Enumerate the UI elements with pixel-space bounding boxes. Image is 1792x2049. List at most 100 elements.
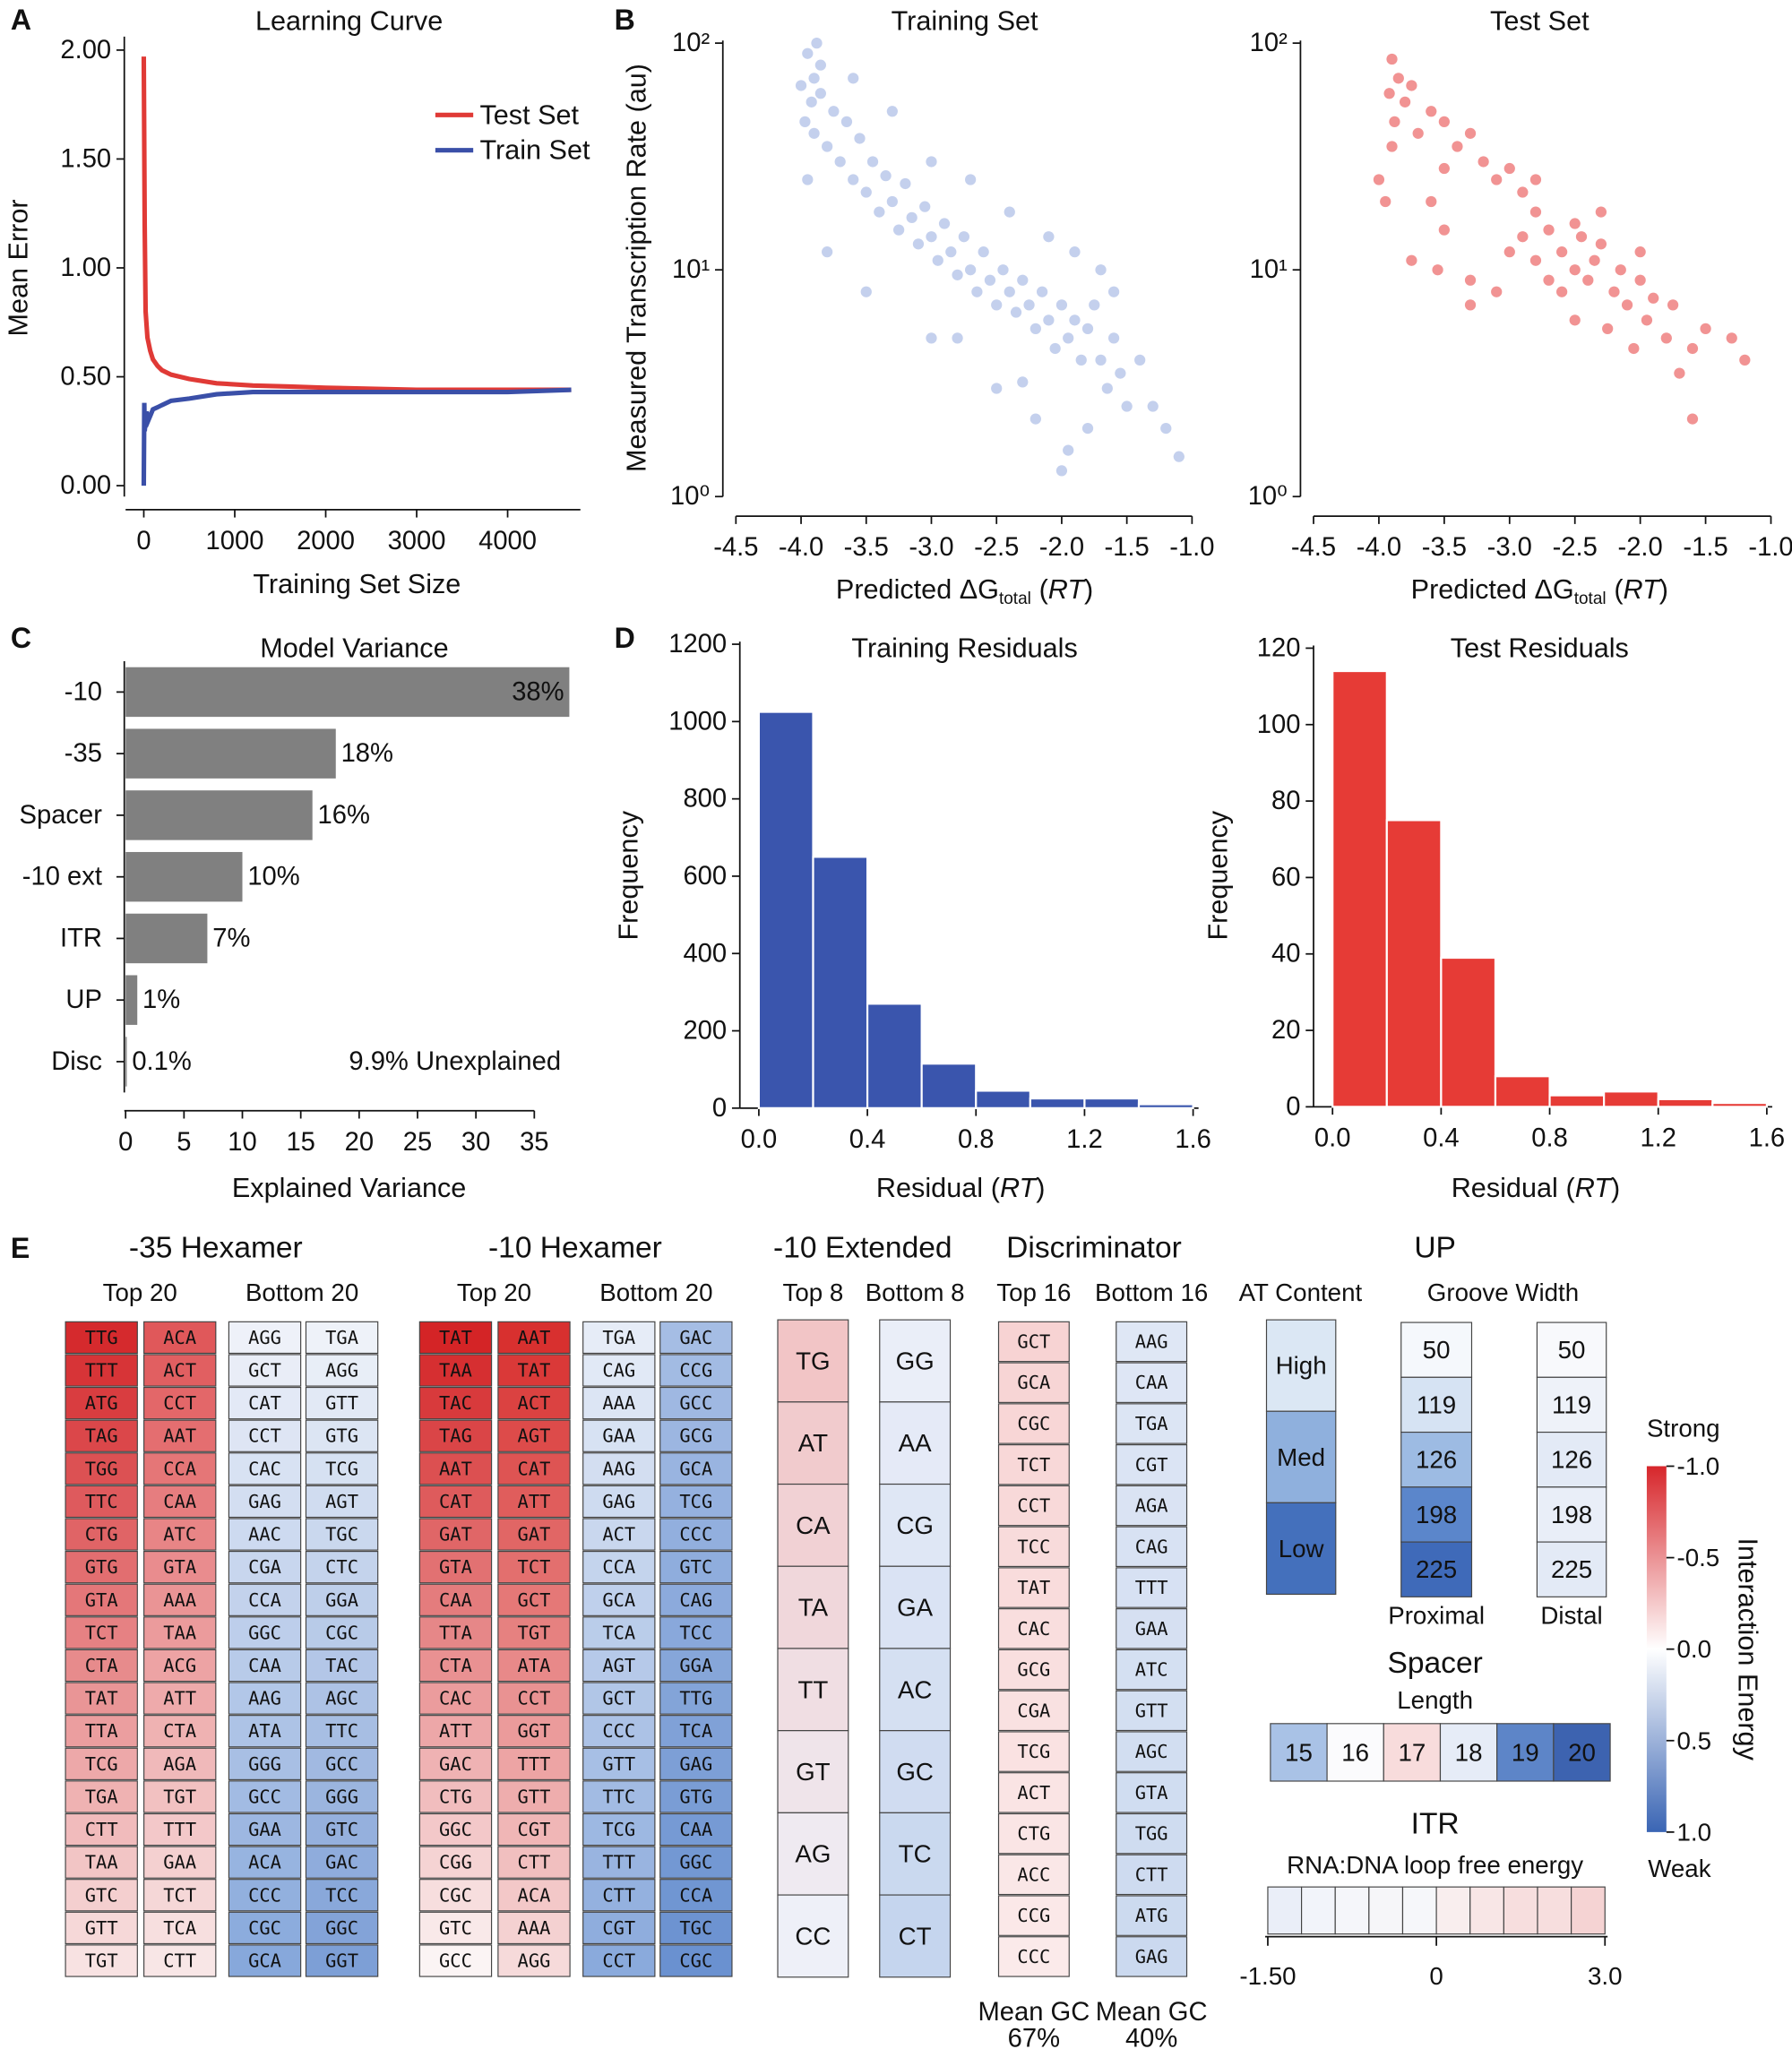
bar bbox=[125, 1037, 127, 1087]
cell-label: TGC bbox=[325, 1524, 358, 1545]
scatter-point bbox=[1406, 80, 1417, 91]
heatmap-cell bbox=[1368, 1886, 1404, 1935]
heatmap-cell bbox=[1116, 1403, 1188, 1444]
heatmap-cell bbox=[659, 1321, 733, 1355]
scatter-point bbox=[806, 96, 817, 108]
scatter-point bbox=[886, 106, 898, 117]
heatmap-cell bbox=[879, 1730, 952, 1813]
heatmap-cell bbox=[1116, 1812, 1188, 1855]
y-axis-label: Measured Transcription Rate (au) bbox=[621, 64, 651, 472]
cell-label: TGT bbox=[85, 1950, 118, 1971]
scatter-point bbox=[1081, 422, 1094, 435]
x-axis-label: Residual (RT) bbox=[1452, 1173, 1621, 1203]
cell-label: AG bbox=[795, 1840, 831, 1868]
y-tick-label: Disc bbox=[51, 1047, 102, 1076]
scatter-point bbox=[1043, 314, 1055, 326]
cell-label: CCC bbox=[679, 1524, 712, 1545]
cell-label: GCT bbox=[518, 1589, 551, 1611]
x-tick-label: -3.0 bbox=[1487, 533, 1532, 562]
heatmap-cell bbox=[418, 1715, 493, 1748]
scatter-point bbox=[1380, 195, 1391, 208]
cell-label: AAA bbox=[602, 1392, 635, 1414]
colorbar-top-label: Strong bbox=[1647, 1415, 1720, 1442]
cell-label: GTA bbox=[163, 1556, 196, 1578]
cell-label: CTC bbox=[325, 1556, 358, 1578]
cell-label: AGC bbox=[325, 1688, 358, 1709]
y-tick-label: 1.00 bbox=[60, 254, 111, 282]
scatter-point bbox=[1399, 96, 1411, 108]
cell-label: CTA bbox=[439, 1655, 472, 1676]
cell-label: TCC bbox=[679, 1622, 712, 1643]
heatmap-cell bbox=[228, 1715, 302, 1748]
cell-label: AAG bbox=[602, 1458, 635, 1479]
cell-label: GCA bbox=[248, 1950, 281, 1971]
cell-label: TGT bbox=[163, 1786, 196, 1807]
x-axis-label: Explained Variance bbox=[232, 1173, 466, 1203]
cell-label: CCT bbox=[248, 1425, 281, 1447]
heatmap-cell bbox=[497, 1649, 571, 1683]
heatmap-cell bbox=[228, 1911, 302, 1945]
scatter-point bbox=[1063, 444, 1074, 456]
scatter-point bbox=[1634, 246, 1646, 258]
scatter-point bbox=[1595, 206, 1607, 218]
heatmap-cell bbox=[497, 1485, 571, 1519]
cell-label: TTT bbox=[85, 1360, 118, 1382]
cell-label: CCT bbox=[1017, 1495, 1050, 1517]
cell-label: GCT bbox=[602, 1688, 635, 1709]
scatter-point bbox=[1134, 354, 1146, 366]
heatmap-cell bbox=[1267, 1886, 1303, 1935]
heatmap-cell bbox=[305, 1452, 379, 1485]
panel-label: D bbox=[615, 622, 635, 654]
scatter-point bbox=[822, 141, 833, 152]
cell-label: CGC bbox=[679, 1950, 712, 1971]
heatmap-cell bbox=[497, 1682, 571, 1715]
x-tick-label: -4.0 bbox=[1357, 533, 1401, 562]
colorbar-tick-label: -1.0 bbox=[1676, 1452, 1719, 1480]
cell-label: GTT bbox=[1135, 1700, 1168, 1721]
heatmap-cell bbox=[1400, 1431, 1473, 1488]
cell-label: CCT bbox=[163, 1392, 196, 1414]
scatter-point bbox=[1739, 354, 1751, 366]
line-series bbox=[141, 387, 572, 486]
scatter-point bbox=[1017, 376, 1029, 388]
scatter-point bbox=[1641, 314, 1653, 326]
cell-label: CTT bbox=[518, 1852, 551, 1873]
cell-label: CGT bbox=[518, 1819, 551, 1840]
cell-label: CCC bbox=[602, 1720, 635, 1742]
scatter-point bbox=[1543, 224, 1555, 236]
heatmap-cell bbox=[305, 1879, 379, 1912]
cell-label: GTC bbox=[85, 1884, 118, 1906]
cell-label: ACA bbox=[518, 1884, 551, 1906]
cell-label: TTA bbox=[85, 1720, 118, 1742]
cell-label: CTA bbox=[85, 1655, 118, 1676]
heatmap-cell bbox=[418, 1551, 493, 1584]
group-title: Spacer bbox=[1388, 1647, 1483, 1680]
cell-label: TAA bbox=[85, 1852, 118, 1873]
heatmap-cell bbox=[659, 1419, 733, 1452]
histogram-bar bbox=[1603, 1090, 1659, 1108]
heatmap-cell bbox=[879, 1319, 952, 1403]
heatmap-cell bbox=[582, 1846, 656, 1879]
heatmap-cell bbox=[1536, 1322, 1607, 1378]
cell-label: CC bbox=[795, 1922, 831, 1950]
group-title: UP bbox=[1414, 1231, 1456, 1264]
heatmap-cell bbox=[143, 1485, 217, 1519]
scatter-point bbox=[945, 246, 957, 258]
cell-label: CGT bbox=[602, 1917, 635, 1939]
colorbar bbox=[1646, 1466, 1667, 1832]
heatmap-cell bbox=[418, 1616, 493, 1649]
x-tick-label: -3.5 bbox=[844, 533, 889, 562]
heatmap-cell bbox=[997, 1731, 1070, 1772]
cell-label: AGT bbox=[325, 1491, 358, 1512]
heatmap-cell bbox=[497, 1354, 571, 1387]
heatmap-cell bbox=[659, 1616, 733, 1649]
heatmap-cell bbox=[418, 1419, 493, 1452]
scatter-point bbox=[926, 231, 937, 243]
cell-label: ACC bbox=[1017, 1864, 1050, 1885]
heatmap-cell bbox=[582, 1551, 656, 1584]
label-part: ) bbox=[1659, 574, 1668, 605]
scatter-point bbox=[964, 174, 977, 185]
column-note: 67% bbox=[1008, 2024, 1060, 2049]
scatter-point bbox=[1049, 342, 1061, 355]
y-tick-label: 20 bbox=[1271, 1016, 1300, 1045]
